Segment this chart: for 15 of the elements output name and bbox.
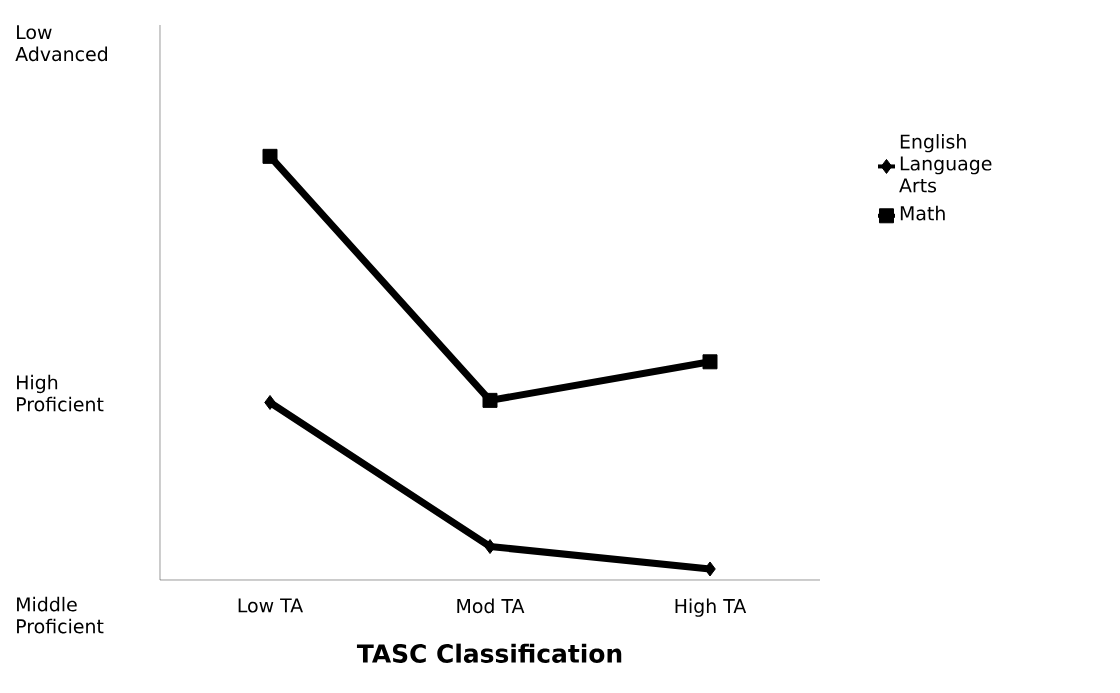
x-tick-label: Low TA: [238, 598, 304, 613]
x-tick-label: Mod TA: [457, 598, 525, 614]
legend-label: Math: [900, 205, 945, 221]
point: [704, 561, 716, 577]
point: [484, 539, 496, 555]
point: [702, 354, 718, 370]
x-axis-title: TASC Classification: [356, 643, 622, 663]
x-tick-label: High TA: [675, 598, 747, 617]
legend-label: English Language Arts: [899, 134, 992, 193]
point: [264, 394, 276, 410]
point: [482, 392, 498, 408]
text: High Proficient: [17, 374, 104, 412]
text: Middle Proficient: [17, 596, 104, 634]
text: Low Advanced: [15, 25, 107, 62]
point: [262, 148, 278, 164]
